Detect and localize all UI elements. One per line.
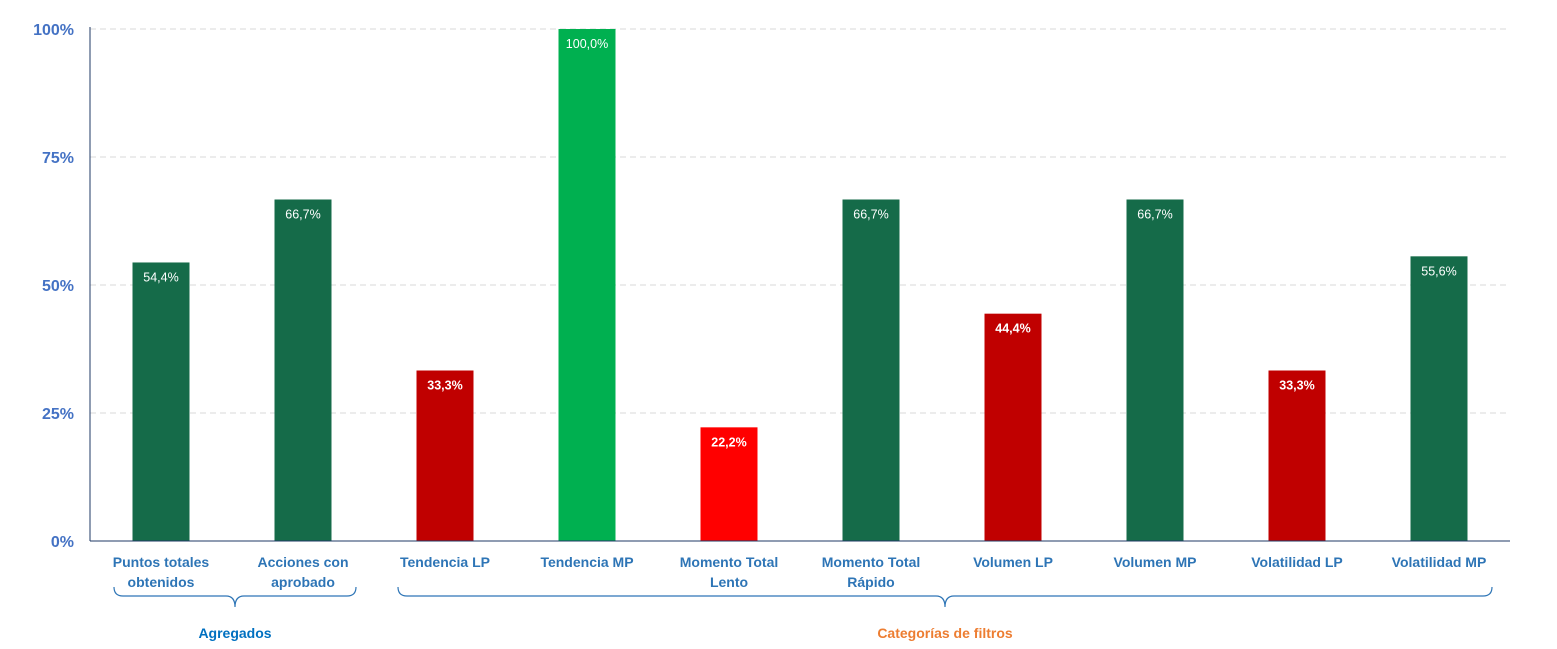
x-tick-label: Rápido (847, 574, 894, 590)
data-label: 100,0% (566, 37, 608, 51)
bar (416, 370, 474, 541)
bar (1410, 256, 1468, 541)
x-tick-label: Volatilidad MP (1392, 554, 1487, 570)
x-tick-label: Momento Total (680, 554, 779, 570)
data-label: 54,4% (143, 270, 178, 284)
x-tick-label: Puntos totales (113, 554, 210, 570)
y-tick-label: 75% (42, 150, 74, 167)
data-label: 66,7% (853, 207, 888, 221)
group-label: Agregados (198, 625, 271, 641)
y-axis: 0% 25% 50% 75% 100% (33, 22, 91, 551)
data-label: 33,3% (1279, 379, 1314, 393)
bar (700, 427, 758, 541)
group-bracket (397, 586, 1493, 608)
bar (274, 199, 332, 541)
x-tick-label: Tendencia LP (400, 554, 490, 570)
y-tick-label: 100% (33, 22, 74, 39)
bar (1268, 370, 1326, 541)
y-tick-label: 25% (42, 406, 74, 423)
x-tick-label: Lento (710, 574, 748, 590)
bars: 54,4% 66,7% 33,3% 100,0% 22,2% 66,7% 44,4% 66,7… (132, 29, 1468, 541)
bar (984, 313, 1042, 541)
category-groups: Agregados Categorías de filtros (113, 586, 1493, 641)
data-label: 66,7% (285, 207, 320, 221)
bar (1126, 199, 1184, 541)
data-label: 44,4% (995, 322, 1030, 336)
data-label: 66,7% (1137, 207, 1172, 221)
x-tick-label: Tendencia MP (540, 554, 633, 570)
data-label: 22,2% (711, 435, 746, 449)
bar (558, 29, 616, 541)
bar (842, 199, 900, 541)
x-tick-label: Volatilidad LP (1251, 554, 1343, 570)
y-tick-label: 50% (42, 278, 74, 295)
x-axis: Puntos totales obtenidos Acciones con aprob… (90, 540, 1510, 590)
x-tick-label: Momento Total (822, 554, 921, 570)
x-tick-label: Volumen MP (1114, 554, 1197, 570)
data-label: 55,6% (1421, 264, 1456, 278)
y-tick-label: 0% (51, 534, 74, 551)
bar (132, 262, 190, 541)
group-bracket (113, 586, 357, 608)
group-label: Categorías de filtros (877, 625, 1013, 641)
x-tick-label: Volumen LP (973, 554, 1053, 570)
x-tick-label: Acciones con (257, 554, 348, 570)
data-label: 33,3% (427, 379, 462, 393)
x-tick-label: obtenidos (128, 574, 195, 590)
x-tick-label: aprobado (271, 574, 335, 590)
